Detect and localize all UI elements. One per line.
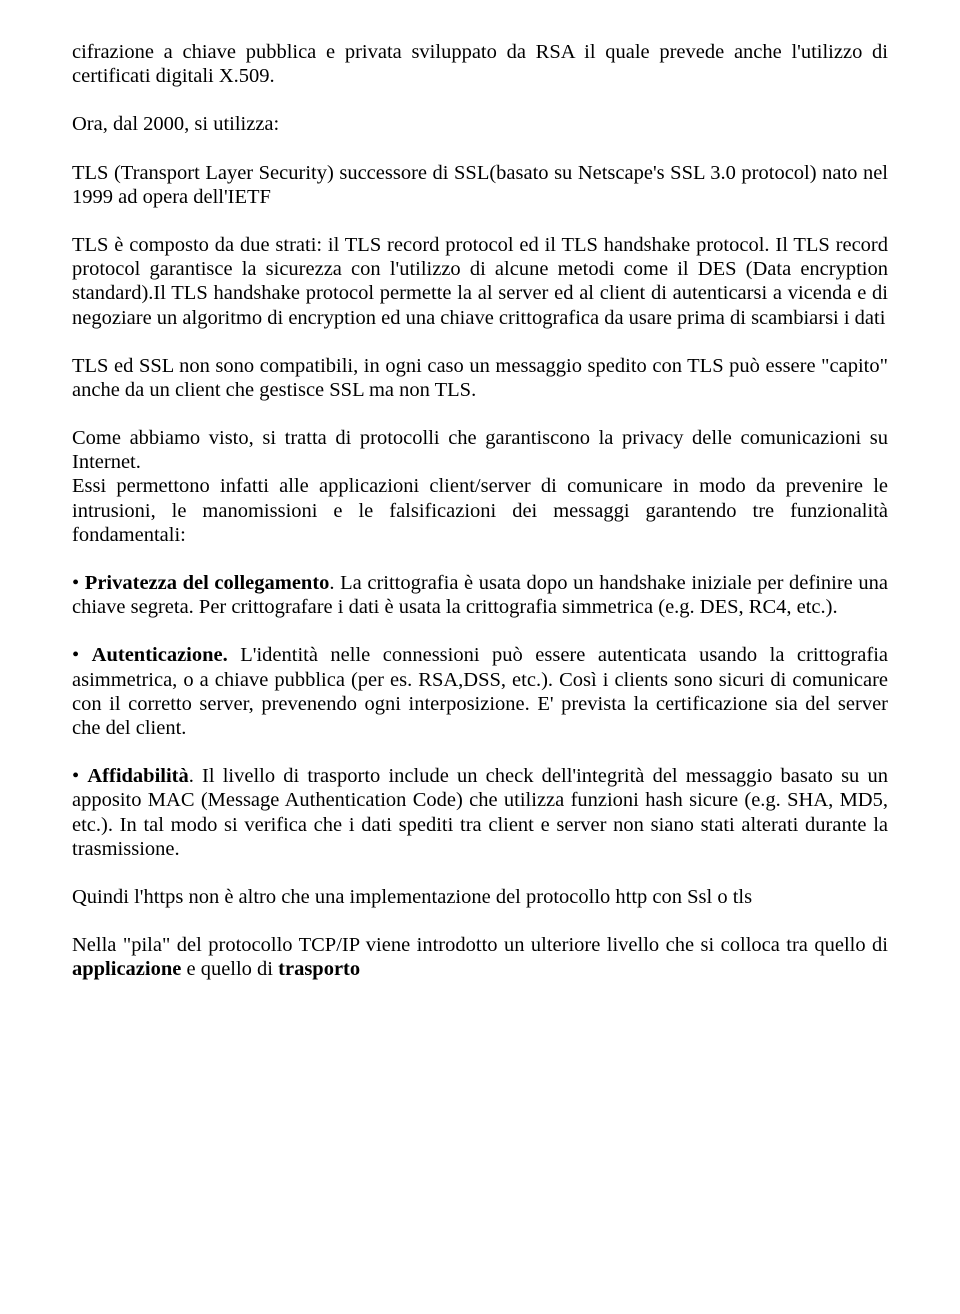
bullet-item: • Affidabilità. Il livello di trasporto …	[72, 764, 888, 861]
paragraph: Nella "pila" del protocollo TCP/IP viene…	[72, 933, 888, 981]
text-bold: trasporto	[278, 958, 360, 980]
bullet-marker: •	[72, 644, 92, 666]
bullet-title: Privatezza del collegamento	[85, 572, 330, 594]
bullet-text: . Il livello di trasporto include un che…	[72, 765, 888, 860]
bullet-title: Autenticazione.	[92, 644, 228, 666]
document-page: cifrazione a chiave pubblica e privata s…	[0, 0, 960, 1021]
bullet-marker: •	[72, 765, 87, 787]
text-bold: applicazione	[72, 958, 181, 980]
bullet-item: • Autenticazione. L'identità nelle conne…	[72, 643, 888, 740]
paragraph: Come abbiamo visto, si tratta di protoco…	[72, 426, 888, 474]
paragraph: Quindi l'https non è altro che una imple…	[72, 885, 888, 909]
paragraph: cifrazione a chiave pubblica e privata s…	[72, 40, 888, 88]
bullet-title: Affidabilità	[87, 765, 188, 787]
text-run: e quello di	[181, 958, 278, 980]
paragraph: TLS è composto da due strati: il TLS rec…	[72, 233, 888, 330]
bullet-item: • Privatezza del collegamento. La critto…	[72, 571, 888, 619]
paragraph: Ora, dal 2000, si utilizza:	[72, 112, 888, 136]
bullet-marker: •	[72, 572, 85, 594]
paragraph: TLS ed SSL non sono compatibili, in ogni…	[72, 354, 888, 402]
text-run: Nella "pila" del protocollo TCP/IP viene…	[72, 934, 888, 956]
paragraph: TLS (Transport Layer Security) successor…	[72, 161, 888, 209]
paragraph: Essi permettono infatti alle applicazion…	[72, 474, 888, 547]
